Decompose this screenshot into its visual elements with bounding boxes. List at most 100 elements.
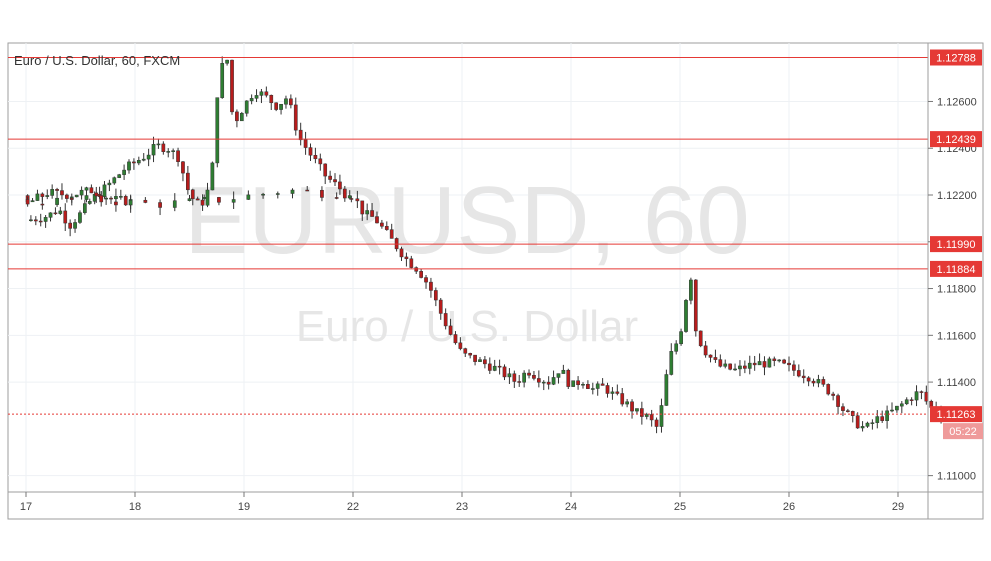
candle [438,299,443,314]
candle [38,220,43,223]
candle [375,216,379,224]
candle [458,342,463,349]
candle [104,197,108,200]
candle [43,217,48,222]
candle [497,365,502,368]
grid-layer [8,43,928,492]
candle [48,212,53,218]
candle [487,363,492,371]
candle [674,343,679,352]
candle [349,198,354,200]
candle [308,147,313,156]
candle [217,197,221,203]
candle [370,210,374,217]
candle [654,419,659,427]
candle [600,383,605,386]
candle [35,193,40,201]
candle [909,399,914,401]
level-layer [8,56,928,415]
candle [551,377,556,385]
candle [29,219,33,222]
candle [65,194,69,199]
candle [239,113,244,122]
candle [527,372,531,376]
x-tick-label: 23 [456,501,468,513]
candle [429,281,433,291]
candle [60,190,64,196]
level-badge [930,49,982,66]
candle [914,391,919,401]
candle [380,222,384,227]
candle [94,192,99,197]
candle [186,172,190,191]
candle [195,198,200,201]
candle [323,163,328,177]
candle [389,229,394,239]
candle [102,184,107,197]
candle [414,267,419,272]
candle [146,154,151,160]
y-tick-label: 1.12200 [937,190,977,202]
candle [615,391,620,394]
candle [83,203,87,213]
candle [743,365,747,369]
candle [630,401,634,412]
candle [55,189,59,191]
candle [649,414,654,421]
candle [669,351,674,375]
candle [342,188,347,199]
candle [679,331,683,345]
candle [231,199,236,203]
candle [433,290,438,301]
candle [347,195,352,199]
candle [156,143,161,146]
candle [605,385,610,394]
watermark-symbol: EURUSD, 60 [184,167,750,274]
candle [801,375,806,379]
candle [777,359,782,362]
candle [136,160,141,164]
candle [235,111,239,122]
candle [855,415,860,429]
candle [128,199,133,206]
candle [693,279,698,332]
level-badge [930,236,982,253]
candle [261,193,265,196]
candle [850,411,855,416]
candle [78,212,82,223]
candle [546,381,551,385]
candle [453,334,458,344]
candle [112,177,117,184]
candle [708,354,713,358]
time-axis[interactable]: 17 18 19 22 23 24 25 26 29 [20,492,904,513]
candle [365,210,370,215]
candle [50,189,55,196]
candle [473,354,477,362]
candle [664,374,669,406]
candle [448,325,453,335]
candle [360,200,365,215]
candle [904,399,909,405]
candle [40,193,45,197]
candle [733,368,737,371]
candle [275,193,280,195]
candle [502,366,507,378]
candle [355,198,360,202]
candle [334,197,339,199]
level-badge [930,260,982,277]
candle [33,219,38,222]
candle [880,416,885,421]
candle [635,408,639,412]
candle [40,203,45,206]
candle [210,162,215,191]
candle [63,210,68,224]
candle [118,196,123,198]
candle [274,102,279,110]
candle [772,358,777,361]
chart-frame [7,42,984,520]
candle [109,197,113,200]
candle [143,199,148,203]
candle [468,353,473,356]
candle [190,189,195,200]
